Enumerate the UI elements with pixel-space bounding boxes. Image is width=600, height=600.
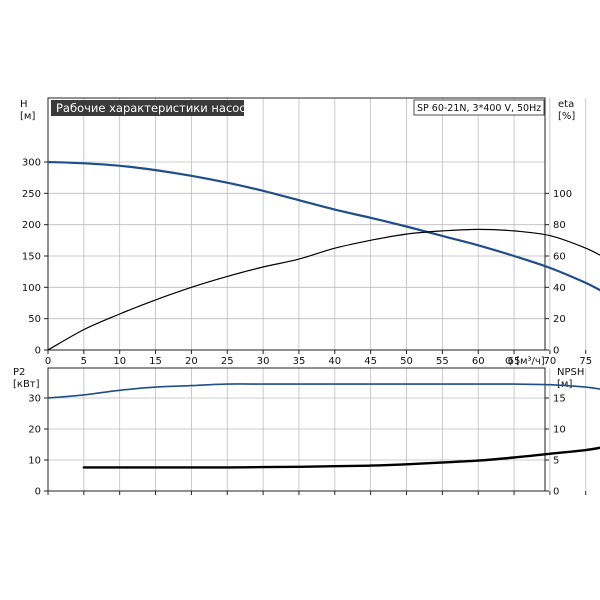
y2-tick-label: 20 — [553, 314, 566, 325]
x-tick-label: 70 — [544, 356, 557, 367]
y-tick-label: 250 — [22, 189, 41, 200]
npsh-tick-label: 0 — [553, 487, 559, 498]
npsh-tick-label: 10 — [553, 425, 566, 436]
y-tick-label: 0 — [35, 346, 41, 357]
chart-title: Рабочие характеристики насоса — [56, 101, 253, 115]
p2-tick-label: 0 — [35, 487, 41, 498]
y2-tick-label: 100 — [553, 189, 572, 200]
x-tick-label: 35 — [293, 356, 306, 367]
head-curve-line — [46, 160, 600, 292]
y-axis-label-head: H — [20, 99, 28, 110]
x-tick-label: 40 — [328, 356, 341, 367]
y-tick-label: 300 — [22, 158, 41, 169]
npsh-tick-label: 15 — [553, 394, 566, 405]
x-tick-label: 10 — [113, 356, 126, 367]
x-tick-label: 45 — [364, 356, 377, 367]
chart-title-box: Рабочие характеристики насоса — [51, 100, 253, 116]
y2-axis-label-eta: eta — [558, 99, 574, 110]
p2-tick-label: 10 — [28, 456, 41, 467]
x-tick-label: 60 — [472, 356, 485, 367]
npsh-axis-label: NPSH — [557, 367, 584, 378]
p2-axis-label: [кВт] — [13, 379, 40, 390]
y2-tick-label: 0 — [553, 346, 559, 357]
y2-axis-label-eta: [%] — [558, 111, 575, 122]
npsh-tick-label: 5 — [553, 456, 559, 467]
x-tick-label: 75 — [579, 356, 592, 367]
x-tick-label: 25 — [221, 356, 234, 367]
p2-tick-label: 20 — [28, 425, 41, 436]
x-tick-label: 55 — [436, 356, 449, 367]
power-curve-line — [47, 383, 600, 399]
y2-tick-label: 80 — [553, 220, 566, 231]
y-axis-label-head: [м] — [20, 111, 35, 122]
plot-frame-top — [47, 97, 546, 351]
x-tick-label: 15 — [149, 356, 162, 367]
y2-tick-label: 40 — [553, 283, 566, 294]
npsh-curve-line — [82, 446, 600, 469]
x-tick-label: 20 — [185, 356, 198, 367]
x-tick-label: 5 — [81, 356, 87, 367]
x-tick-label: 65 — [508, 356, 521, 367]
y-tick-label: 50 — [28, 314, 41, 325]
y2-tick-label: 60 — [553, 252, 566, 263]
efficiency-curve-line — [47, 228, 600, 351]
npsh-axis-label: [м] — [557, 379, 572, 390]
chart-subtitle-box: SP 60-21N, 3*400 V, 50Hz — [413, 99, 545, 116]
x-tick-label: 30 — [257, 356, 270, 367]
y-tick-label: 150 — [22, 252, 41, 263]
x-axis-label: Q [м³/ч] — [505, 356, 545, 367]
p2-tick-label: 30 — [28, 394, 41, 405]
y-tick-label: 100 — [22, 283, 41, 294]
x-tick-label: 50 — [400, 356, 413, 367]
x-tick-label: 0 — [45, 356, 51, 367]
y-tick-label: 200 — [22, 220, 41, 231]
p2-axis-label: P2 — [13, 367, 25, 378]
chart-subtitle: SP 60-21N, 3*400 V, 50Hz — [417, 103, 541, 114]
plot-frame-bottom — [47, 367, 546, 492]
